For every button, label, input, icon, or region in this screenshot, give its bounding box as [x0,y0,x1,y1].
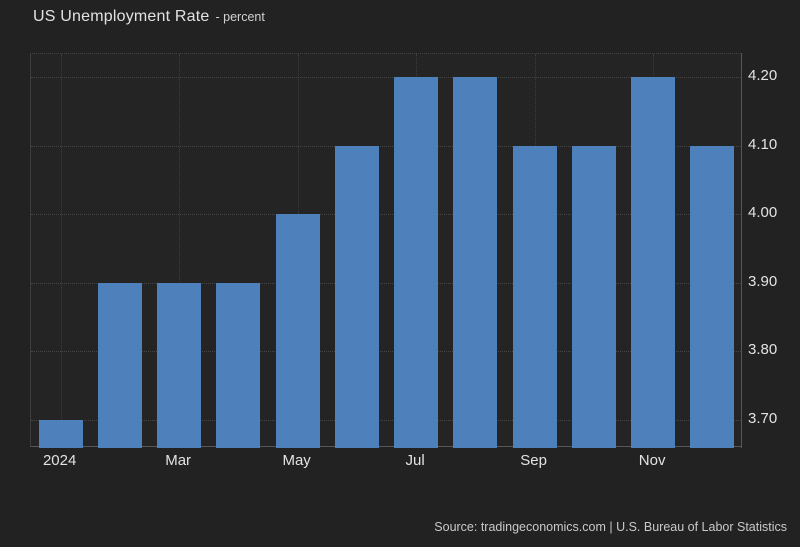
bar-oct-2024[interactable] [571,145,616,448]
x-axis-label: May [282,452,311,469]
chart-subtitle-text: - percent [215,10,265,24]
bar-jul-2024[interactable] [394,76,439,448]
bar-dec-2024[interactable] [690,145,735,448]
x-axis-label: Sep [520,452,547,469]
x-axis-label: Mar [165,452,192,469]
vertical-gridline [60,54,62,446]
bar-apr-2024[interactable] [216,282,261,448]
horizontal-gridline [31,419,741,421]
x-axis-label: 2024 [42,452,77,469]
bar-nov-2024[interactable] [631,76,676,448]
horizontal-gridline [31,282,741,284]
vertical-gridline [179,54,181,446]
x-axis-label: Nov [638,452,666,469]
horizontal-gridline [31,214,741,216]
right-axis-line [741,53,742,448]
bar-may-2024[interactable] [275,214,320,448]
y-axis-label: 3.70 [748,409,778,427]
bar-sep-2024[interactable] [512,145,557,448]
y-axis-label: 4.10 [748,135,778,153]
bar-feb-2024[interactable] [97,282,142,448]
y-axis-label: 4.00 [748,204,778,222]
y-axis-label: 4.20 [748,66,778,84]
source-attribution: Source: tradingeconomics.com | U.S. Bure… [434,520,787,534]
plot-area [30,53,741,448]
chart-title: US Unemployment Rate - percent [33,8,265,26]
horizontal-gridline [31,76,741,78]
x-axis-label: Jul [405,452,425,469]
bar-jan-2024[interactable] [38,419,83,448]
bar-jun-2024[interactable] [334,145,379,448]
horizontal-gridline [31,145,741,147]
y-axis-label: 3.90 [748,272,778,290]
chart-title-text: US Unemployment Rate [33,8,210,25]
bar-aug-2024[interactable] [453,76,498,448]
y-axis-label: 3.80 [748,341,778,359]
horizontal-gridline [31,351,741,353]
bar-mar-2024[interactable] [157,282,202,448]
